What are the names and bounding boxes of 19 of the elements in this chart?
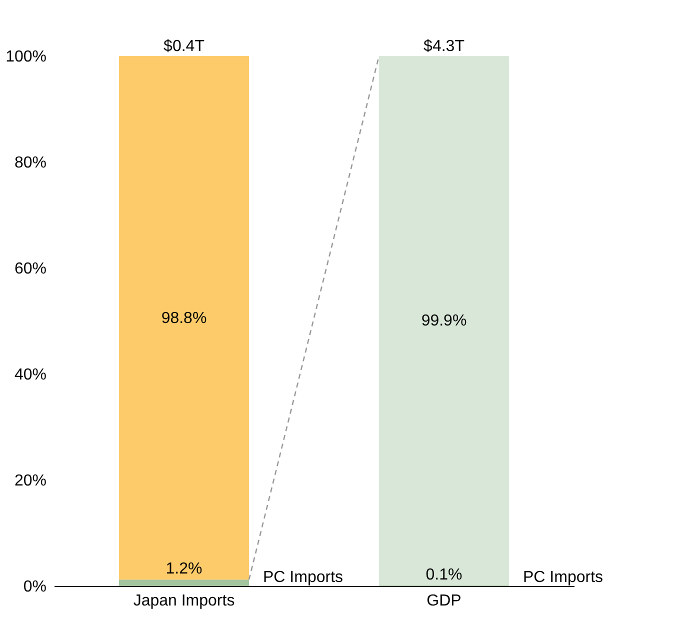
y-tick-label: 40% [14, 366, 46, 384]
annotation: $4.3T [424, 38, 465, 55]
x-tick-label: GDP [426, 592, 462, 610]
annotation: $0.4T [164, 38, 205, 55]
data-label: 99.9% [421, 312, 467, 330]
data-label: 1.2% [166, 560, 202, 578]
y-tick-label: 80% [14, 154, 46, 172]
series-label: PC Imports [263, 569, 344, 586]
bar [379, 56, 509, 586]
y-tick-label: 0% [23, 578, 46, 596]
y-tick-label: 100% [6, 48, 46, 66]
text: PC Imports [523, 569, 604, 586]
data-label: 98.8% [161, 310, 207, 327]
y-tick-label: 20% [14, 472, 46, 490]
data-label: 0.1% [426, 566, 462, 584]
bar [119, 580, 249, 586]
bar [119, 56, 249, 580]
x-tick-label: Japan Imports [133, 592, 235, 610]
y-tick-label: 60% [14, 260, 46, 278]
